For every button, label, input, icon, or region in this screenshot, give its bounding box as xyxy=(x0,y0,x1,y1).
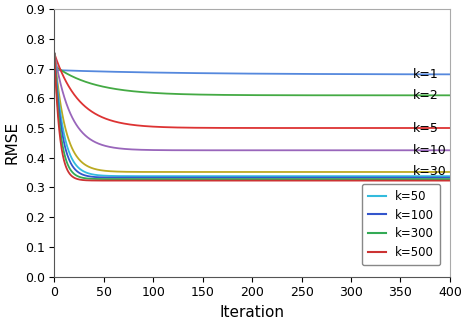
Y-axis label: RMSE: RMSE xyxy=(4,121,19,164)
Legend: k=50, k=100, k=300, k=500: k=50, k=100, k=300, k=500 xyxy=(362,184,440,265)
Text: k=1: k=1 xyxy=(413,68,439,81)
X-axis label: Iteration: Iteration xyxy=(219,305,285,320)
Text: k=10: k=10 xyxy=(413,144,447,157)
Text: k=30: k=30 xyxy=(413,166,447,179)
Text: k=2: k=2 xyxy=(413,89,439,102)
Text: k=5: k=5 xyxy=(413,122,439,134)
